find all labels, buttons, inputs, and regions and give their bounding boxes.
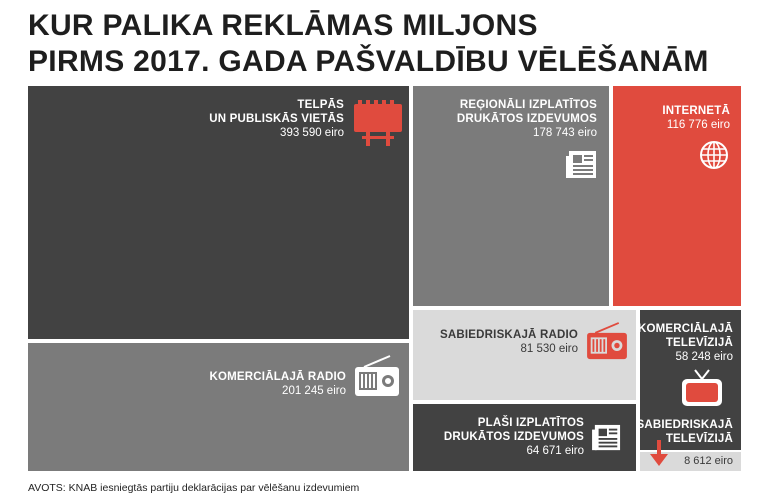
newspaper-icon: [592, 424, 622, 452]
tile-label-komerc-radio: KOMERCIĀLAJĀ RADIO 201 245 eiro: [210, 370, 347, 398]
billboard-icon: [352, 100, 404, 146]
tile-label-sabiedr-tv: SABIEDRISKAJĀ TELEVĪZIJĀ: [636, 418, 733, 446]
tile-name-line: INTERNETĀ: [662, 105, 730, 117]
tile-label-telpas: TELPĀS UN PUBLISKĀS VIETĀS 393 590 eiro: [209, 98, 344, 140]
tile-name-line: TELEVĪZIJĀ: [665, 433, 733, 445]
tile-label-plasi: PLAŠI IZPLATĪTOS DRUKĀTOS IZDEVUMOS 64 671…: [444, 416, 584, 458]
tile-value-label: 64 671 eiro: [526, 445, 584, 457]
tile-name-line: KOMERCIĀLAJĀ: [637, 323, 733, 335]
tile-label-komerc-tv: KOMERCIĀLAJĀ TELEVĪZIJĀ 58 248 eiro: [638, 322, 733, 364]
tile-name-line: PLAŠI IZPLATĪTOS: [477, 417, 584, 429]
tile-name-line: DRUKĀTOS IZDEVUMOS: [456, 113, 597, 125]
treemap-tile-komerc-radio: [28, 343, 409, 471]
tile-name-line: KOMERCIĀLAJĀ RADIO: [209, 371, 346, 383]
newspaper-icon: [566, 150, 598, 180]
tile-value-label: 178 743 eiro: [533, 127, 597, 139]
tv-icon: [681, 368, 723, 408]
tile-value-label: 58 248 eiro: [675, 351, 733, 363]
tile-value-label: 201 245 eiro: [282, 385, 346, 397]
treemap-tile-interneta: [613, 86, 741, 306]
arrow-down-icon: [648, 440, 670, 468]
tile-value-label: 393 590 eiro: [280, 127, 344, 139]
tile-value-label: 81 530 eiro: [520, 343, 578, 355]
chart-title: KUR PALIKA REKLĀMAS MILJONS PIRMS 2017. …: [28, 8, 748, 80]
tile-name-line: REĢIONĀLI IZPLATĪTOS: [459, 99, 597, 111]
tile-name-line: UN PUBLISKĀS VIETĀS: [209, 113, 344, 125]
title-line-1: KUR PALIKA REKLĀMAS MILJONS: [28, 9, 538, 42]
treemap-tile-regionali: [413, 86, 609, 306]
tile-name-line: TELEVĪZIJĀ: [665, 337, 733, 349]
globe-icon: [699, 140, 729, 170]
radio-icon: [585, 322, 629, 360]
tile-name-line: TELPĀS: [297, 99, 344, 111]
tile-label-regionali: REĢIONĀLI IZPLATĪTOS DRUKĀTOS IZDEVUMOS 17…: [457, 98, 597, 140]
tile-label-sabiedr-radio: SABIEDRISKAJĀ RADIO 81 530 eiro: [440, 328, 578, 356]
radio-icon: [354, 355, 400, 397]
treemap-tile-telpas: [28, 86, 409, 339]
tile-name-line: SABIEDRISKAJĀ RADIO: [440, 329, 578, 341]
tile-label-interneta: INTERNETĀ 116 776 eiro: [662, 104, 730, 132]
tile-name-line: DRUKĀTOS IZDEVUMOS: [443, 431, 584, 443]
tile-value-label: 8 612 eiro: [684, 455, 733, 467]
source-note: AVOTS: KNAB iesniegtās partiju deklarāci…: [28, 482, 360, 494]
title-line-2: PIRMS 2017. GADA PAŠVALDĪBU VĒLĒŠANĀM: [28, 45, 709, 78]
tile-value-label: 116 776 eiro: [666, 119, 730, 131]
tile-name-line: SABIEDRISKAJĀ: [636, 419, 733, 431]
